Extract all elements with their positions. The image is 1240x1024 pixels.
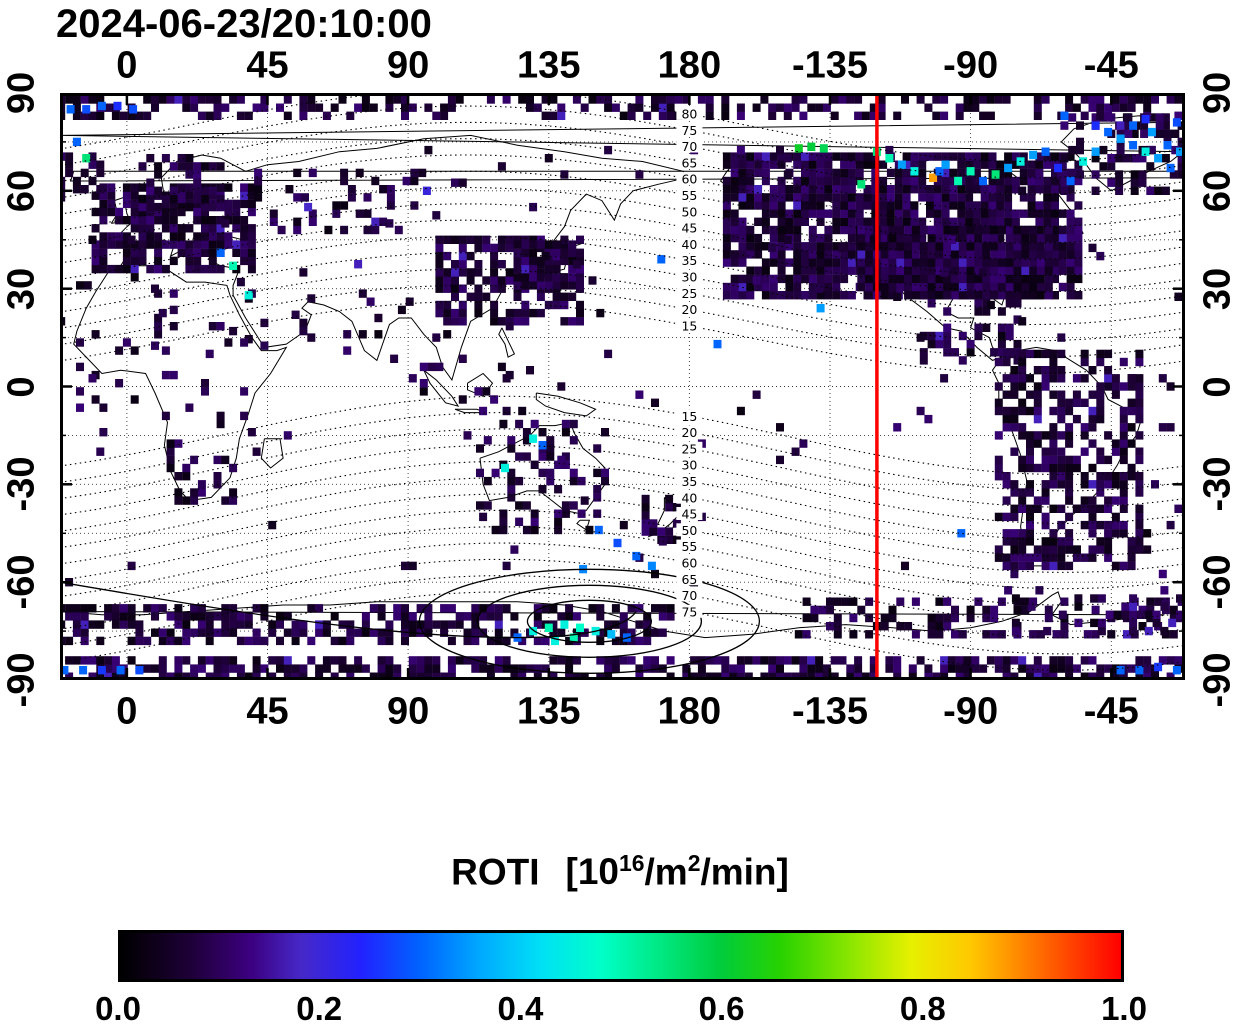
svg-text:60: 60 [681,172,697,187]
south-pole-contours [60,568,761,674]
svg-text:40: 40 [681,237,697,252]
magnetic-contours [60,93,1185,671]
colorbar-tick-0.6: 0.6 [698,990,745,1024]
svg-text:80: 80 [681,107,697,122]
colorbar-title: ROTI [1016/m2/min] [0,850,1240,893]
svg-text:15: 15 [681,318,697,333]
svg-text:50: 50 [681,204,697,219]
lat-tick-left-30: 30 [0,267,43,310]
lat-tick-left--30: -30 [0,456,43,512]
colorbar-gradient [118,930,1124,982]
contour-labels: 8075706560555045403530252015152025303540… [676,107,703,619]
svg-text:55: 55 [681,188,697,203]
lat-tick-left--60: -60 [0,554,43,610]
lon-tick-top-0: 0 [116,44,138,87]
colorbar-title-roti: ROTI [451,851,540,893]
lat-tick-left-90: 90 [0,71,43,115]
svg-text:55: 55 [681,539,697,554]
map-frame-border [60,93,1185,680]
lat-tick-right-30: 30 [1196,267,1239,310]
lon-tick-bottom-90: 90 [386,690,430,733]
lat-tick-right-0: 0 [1196,375,1239,398]
svg-text:25: 25 [681,286,697,301]
colorbar-tick-0.0: 0.0 [95,990,141,1024]
lon-tick-bottom-135: 135 [517,690,581,733]
svg-text:25: 25 [681,441,697,456]
lon-tick-top-45: 45 [246,44,289,87]
lat-tick-right-90: 90 [1196,71,1239,115]
svg-text:35: 35 [681,474,697,489]
lon-tick-top-90: 90 [386,44,430,87]
colorbar-title-exp2: 2 [687,850,701,876]
svg-text:40: 40 [681,490,697,505]
colorbar-tick-0.4: 0.4 [497,990,544,1024]
lon-tick-top-135: 135 [517,44,581,87]
lon-tick-bottom--135: -135 [791,690,869,733]
lon-tick-bottom--90: -90 [943,690,999,733]
svg-text:75: 75 [681,604,697,619]
lat-tick-left-60: 60 [0,169,43,212]
svg-text:50: 50 [681,523,697,538]
lat-tick-right--30: -30 [1196,456,1239,512]
map-svg: 8075706560555045403530252015152025303540… [60,93,1185,680]
svg-text:60: 60 [681,556,697,571]
lon-tick-top--45: -45 [1083,44,1139,87]
svg-text:20: 20 [681,425,697,440]
svg-text:45: 45 [681,221,697,236]
lon-tick-top-180: 180 [657,44,722,87]
lat-tick-left-0: 0 [0,375,43,398]
svg-text:15: 15 [681,409,697,424]
svg-text:75: 75 [681,123,697,138]
lon-tick-bottom-180: 180 [657,690,722,733]
lat-tick-left--90: -90 [0,652,43,708]
svg-text:30: 30 [681,270,697,285]
lat-tick-right--60: -60 [1196,554,1239,610]
lat-tick-right--90: -90 [1196,652,1239,708]
colorbar-title-exp16: 16 [619,850,645,876]
lon-tick-top--135: -135 [791,44,869,87]
colorbar-tick-0.8: 0.8 [899,990,946,1024]
lon-tick-bottom-45: 45 [246,690,289,733]
svg-text:20: 20 [681,302,697,317]
world-map: 80 75 70 65 60 55 50 45 40 35 30 25 20 15 15 20 25 30 35 40… [60,93,1185,680]
svg-text:45: 45 [681,507,697,522]
colorbar-tick-1.0: 1.0 [1101,990,1147,1024]
colorbar-title-open: [10 [565,851,619,893]
lat-tick-right-60: 60 [1196,169,1239,212]
colorbar-tick-0.2: 0.2 [296,990,343,1024]
timestamp-title: 2024-06-23/20:10:00 [56,2,432,46]
lon-tick-bottom--45: -45 [1083,690,1139,733]
svg-text:70: 70 [681,139,697,154]
svg-text:30: 30 [681,458,697,473]
svg-text:35: 35 [681,253,697,268]
colorbar-title-close: /min] [700,851,789,893]
colorbar-title-per-m: /m [644,851,688,893]
svg-text:65: 65 [681,155,697,170]
svg-text:65: 65 [681,572,697,587]
lon-tick-bottom-0: 0 [116,690,138,733]
lon-tick-top--90: -90 [943,44,999,87]
svg-text:70: 70 [681,588,697,603]
